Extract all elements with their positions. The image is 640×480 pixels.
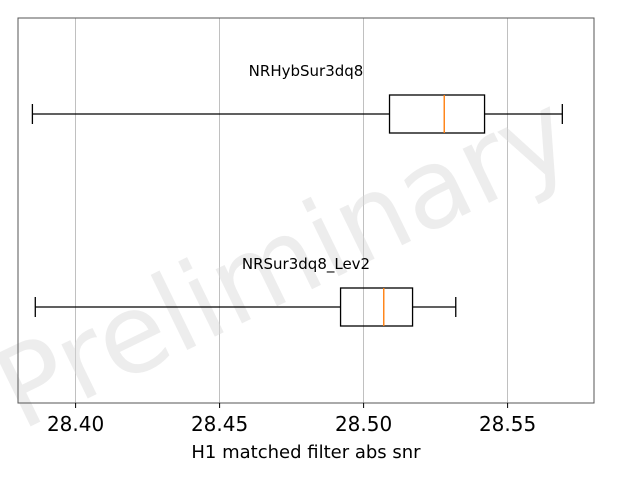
series-label: NRHybSur3dq8 bbox=[249, 62, 364, 80]
x-tick-label: 28.45 bbox=[191, 412, 248, 436]
x-tick-label: 28.40 bbox=[47, 412, 104, 436]
series-label: NRSur3dq8_Lev2 bbox=[242, 255, 370, 274]
x-tick-label: 28.55 bbox=[479, 412, 536, 436]
x-tick-label: 28.50 bbox=[335, 412, 392, 436]
x-axis-label: H1 matched filter abs snr bbox=[191, 442, 421, 463]
